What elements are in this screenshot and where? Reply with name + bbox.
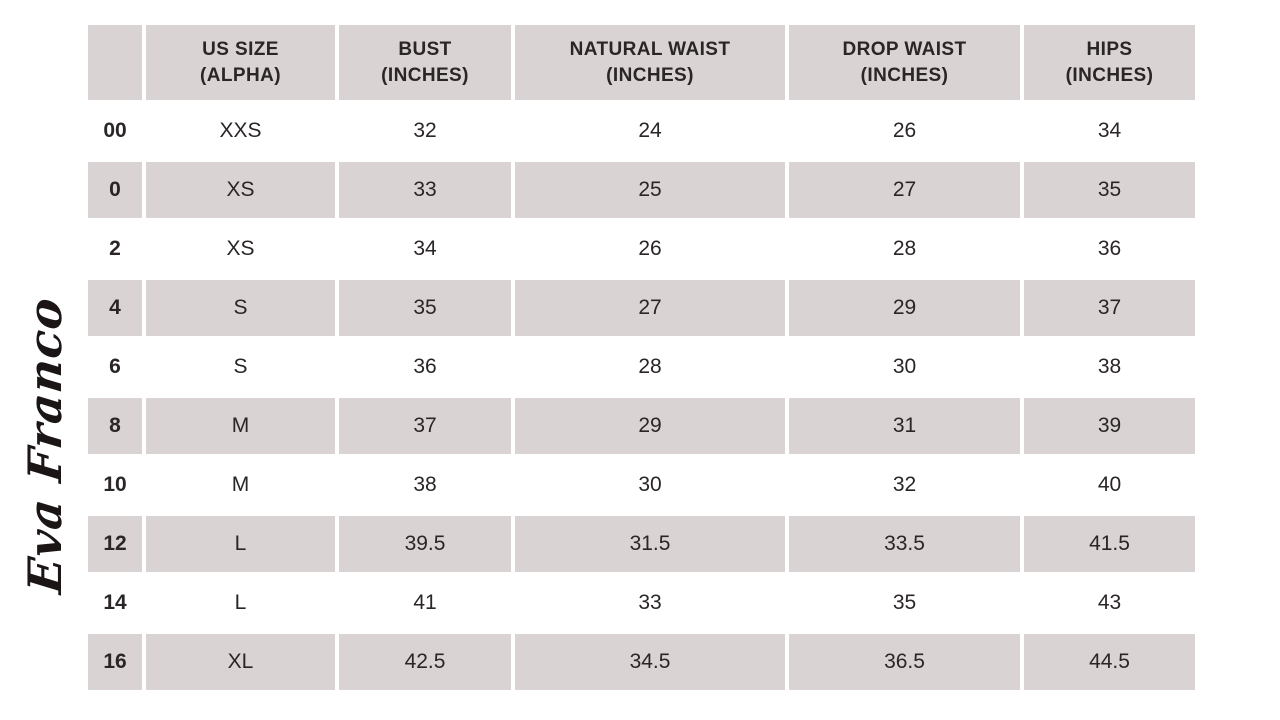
column-header-blank [88,25,142,100]
table-row: 12 L 39.5 31.5 33.5 41.5 [88,516,1195,572]
cell-drop-waist: 32 [789,457,1020,513]
column-header-us-size: US SIZE (ALPHA) [146,25,335,100]
cell-drop-waist: 26 [789,103,1020,159]
cell-hips: 34 [1024,103,1195,159]
cell-bust: 38 [339,457,511,513]
table-row: 10 M 38 30 32 40 [88,457,1195,513]
cell-drop-waist: 33.5 [789,516,1020,572]
cell-natural-waist: 26 [515,221,785,277]
table-row: 2 XS 34 26 28 36 [88,221,1195,277]
cell-natural-waist: 25 [515,162,785,218]
cell-hips: 38 [1024,339,1195,395]
cell-natural-waist: 30 [515,457,785,513]
table-row: 6 S 36 28 30 38 [88,339,1195,395]
cell-hips: 43 [1024,575,1195,631]
table-row: 00 XXS 32 24 26 34 [88,103,1195,159]
cell-hips: 44.5 [1024,634,1195,690]
cell-alpha-size: L [146,575,335,631]
cell-drop-waist: 36.5 [789,634,1020,690]
cell-drop-waist: 28 [789,221,1020,277]
column-header-drop-waist: DROP WAIST (INCHES) [789,25,1020,100]
cell-bust: 34 [339,221,511,277]
column-header-line: (INCHES) [860,64,949,86]
column-header-line: DROP WAIST [842,38,967,60]
column-header-natural-waist: NATURAL WAIST (INCHES) [515,25,785,100]
column-header-bust: BUST (INCHES) [339,25,511,100]
cell-drop-waist: 30 [789,339,1020,395]
table-row: 14 L 41 33 35 43 [88,575,1195,631]
table-row: 0 XS 33 25 27 35 [88,162,1195,218]
cell-hips: 39 [1024,398,1195,454]
cell-alpha-size: L [146,516,335,572]
cell-hips: 41.5 [1024,516,1195,572]
cell-us-size: 0 [88,162,142,218]
cell-bust: 35 [339,280,511,336]
cell-natural-waist: 33 [515,575,785,631]
size-chart-table: US SIZE (ALPHA) BUST (INCHES) NATURAL WA… [84,22,1199,693]
column-header-hips: HIPS (INCHES) [1024,25,1195,100]
column-header-line: US SIZE [202,38,279,60]
cell-natural-waist: 28 [515,339,785,395]
cell-alpha-size: S [146,339,335,395]
cell-us-size: 12 [88,516,142,572]
cell-natural-waist: 27 [515,280,785,336]
cell-drop-waist: 27 [789,162,1020,218]
column-header-line: (INCHES) [1065,64,1154,86]
size-chart-body: 00 XXS 32 24 26 34 0 XS 33 25 27 35 2 XS… [88,103,1195,690]
column-header-line: HIPS [1086,38,1133,60]
cell-bust: 41 [339,575,511,631]
size-chart-header: US SIZE (ALPHA) BUST (INCHES) NATURAL WA… [88,25,1195,100]
cell-us-size: 2 [88,221,142,277]
cell-bust: 37 [339,398,511,454]
cell-natural-waist: 34.5 [515,634,785,690]
column-header-line: (INCHES) [606,64,694,86]
cell-natural-waist: 29 [515,398,785,454]
cell-us-size: 10 [88,457,142,513]
cell-drop-waist: 31 [789,398,1020,454]
cell-hips: 35 [1024,162,1195,218]
cell-us-size: 8 [88,398,142,454]
brand-logo: Eva Franco [8,280,82,610]
column-header-line: BUST [398,38,452,60]
cell-hips: 40 [1024,457,1195,513]
header-row: US SIZE (ALPHA) BUST (INCHES) NATURAL WA… [88,25,1195,100]
cell-us-size: 4 [88,280,142,336]
table-row: 4 S 35 27 29 37 [88,280,1195,336]
cell-us-size: 14 [88,575,142,631]
cell-hips: 37 [1024,280,1195,336]
cell-alpha-size: M [146,457,335,513]
column-header-line: (ALPHA) [200,64,281,86]
cell-us-size: 16 [88,634,142,690]
cell-bust: 39.5 [339,516,511,572]
brand-logo-text: Eva Franco [18,294,72,596]
cell-bust: 32 [339,103,511,159]
column-header-line: (INCHES) [381,64,469,86]
cell-drop-waist: 29 [789,280,1020,336]
cell-alpha-size: S [146,280,335,336]
cell-bust: 42.5 [339,634,511,690]
table-row: 8 M 37 29 31 39 [88,398,1195,454]
cell-alpha-size: XXS [146,103,335,159]
cell-us-size: 00 [88,103,142,159]
cell-bust: 33 [339,162,511,218]
cell-alpha-size: XS [146,221,335,277]
cell-hips: 36 [1024,221,1195,277]
column-header-line: NATURAL WAIST [569,38,731,60]
cell-alpha-size: XS [146,162,335,218]
cell-alpha-size: M [146,398,335,454]
cell-drop-waist: 35 [789,575,1020,631]
cell-alpha-size: XL [146,634,335,690]
cell-natural-waist: 24 [515,103,785,159]
cell-natural-waist: 31.5 [515,516,785,572]
cell-us-size: 6 [88,339,142,395]
table-row: 16 XL 42.5 34.5 36.5 44.5 [88,634,1195,690]
cell-bust: 36 [339,339,511,395]
